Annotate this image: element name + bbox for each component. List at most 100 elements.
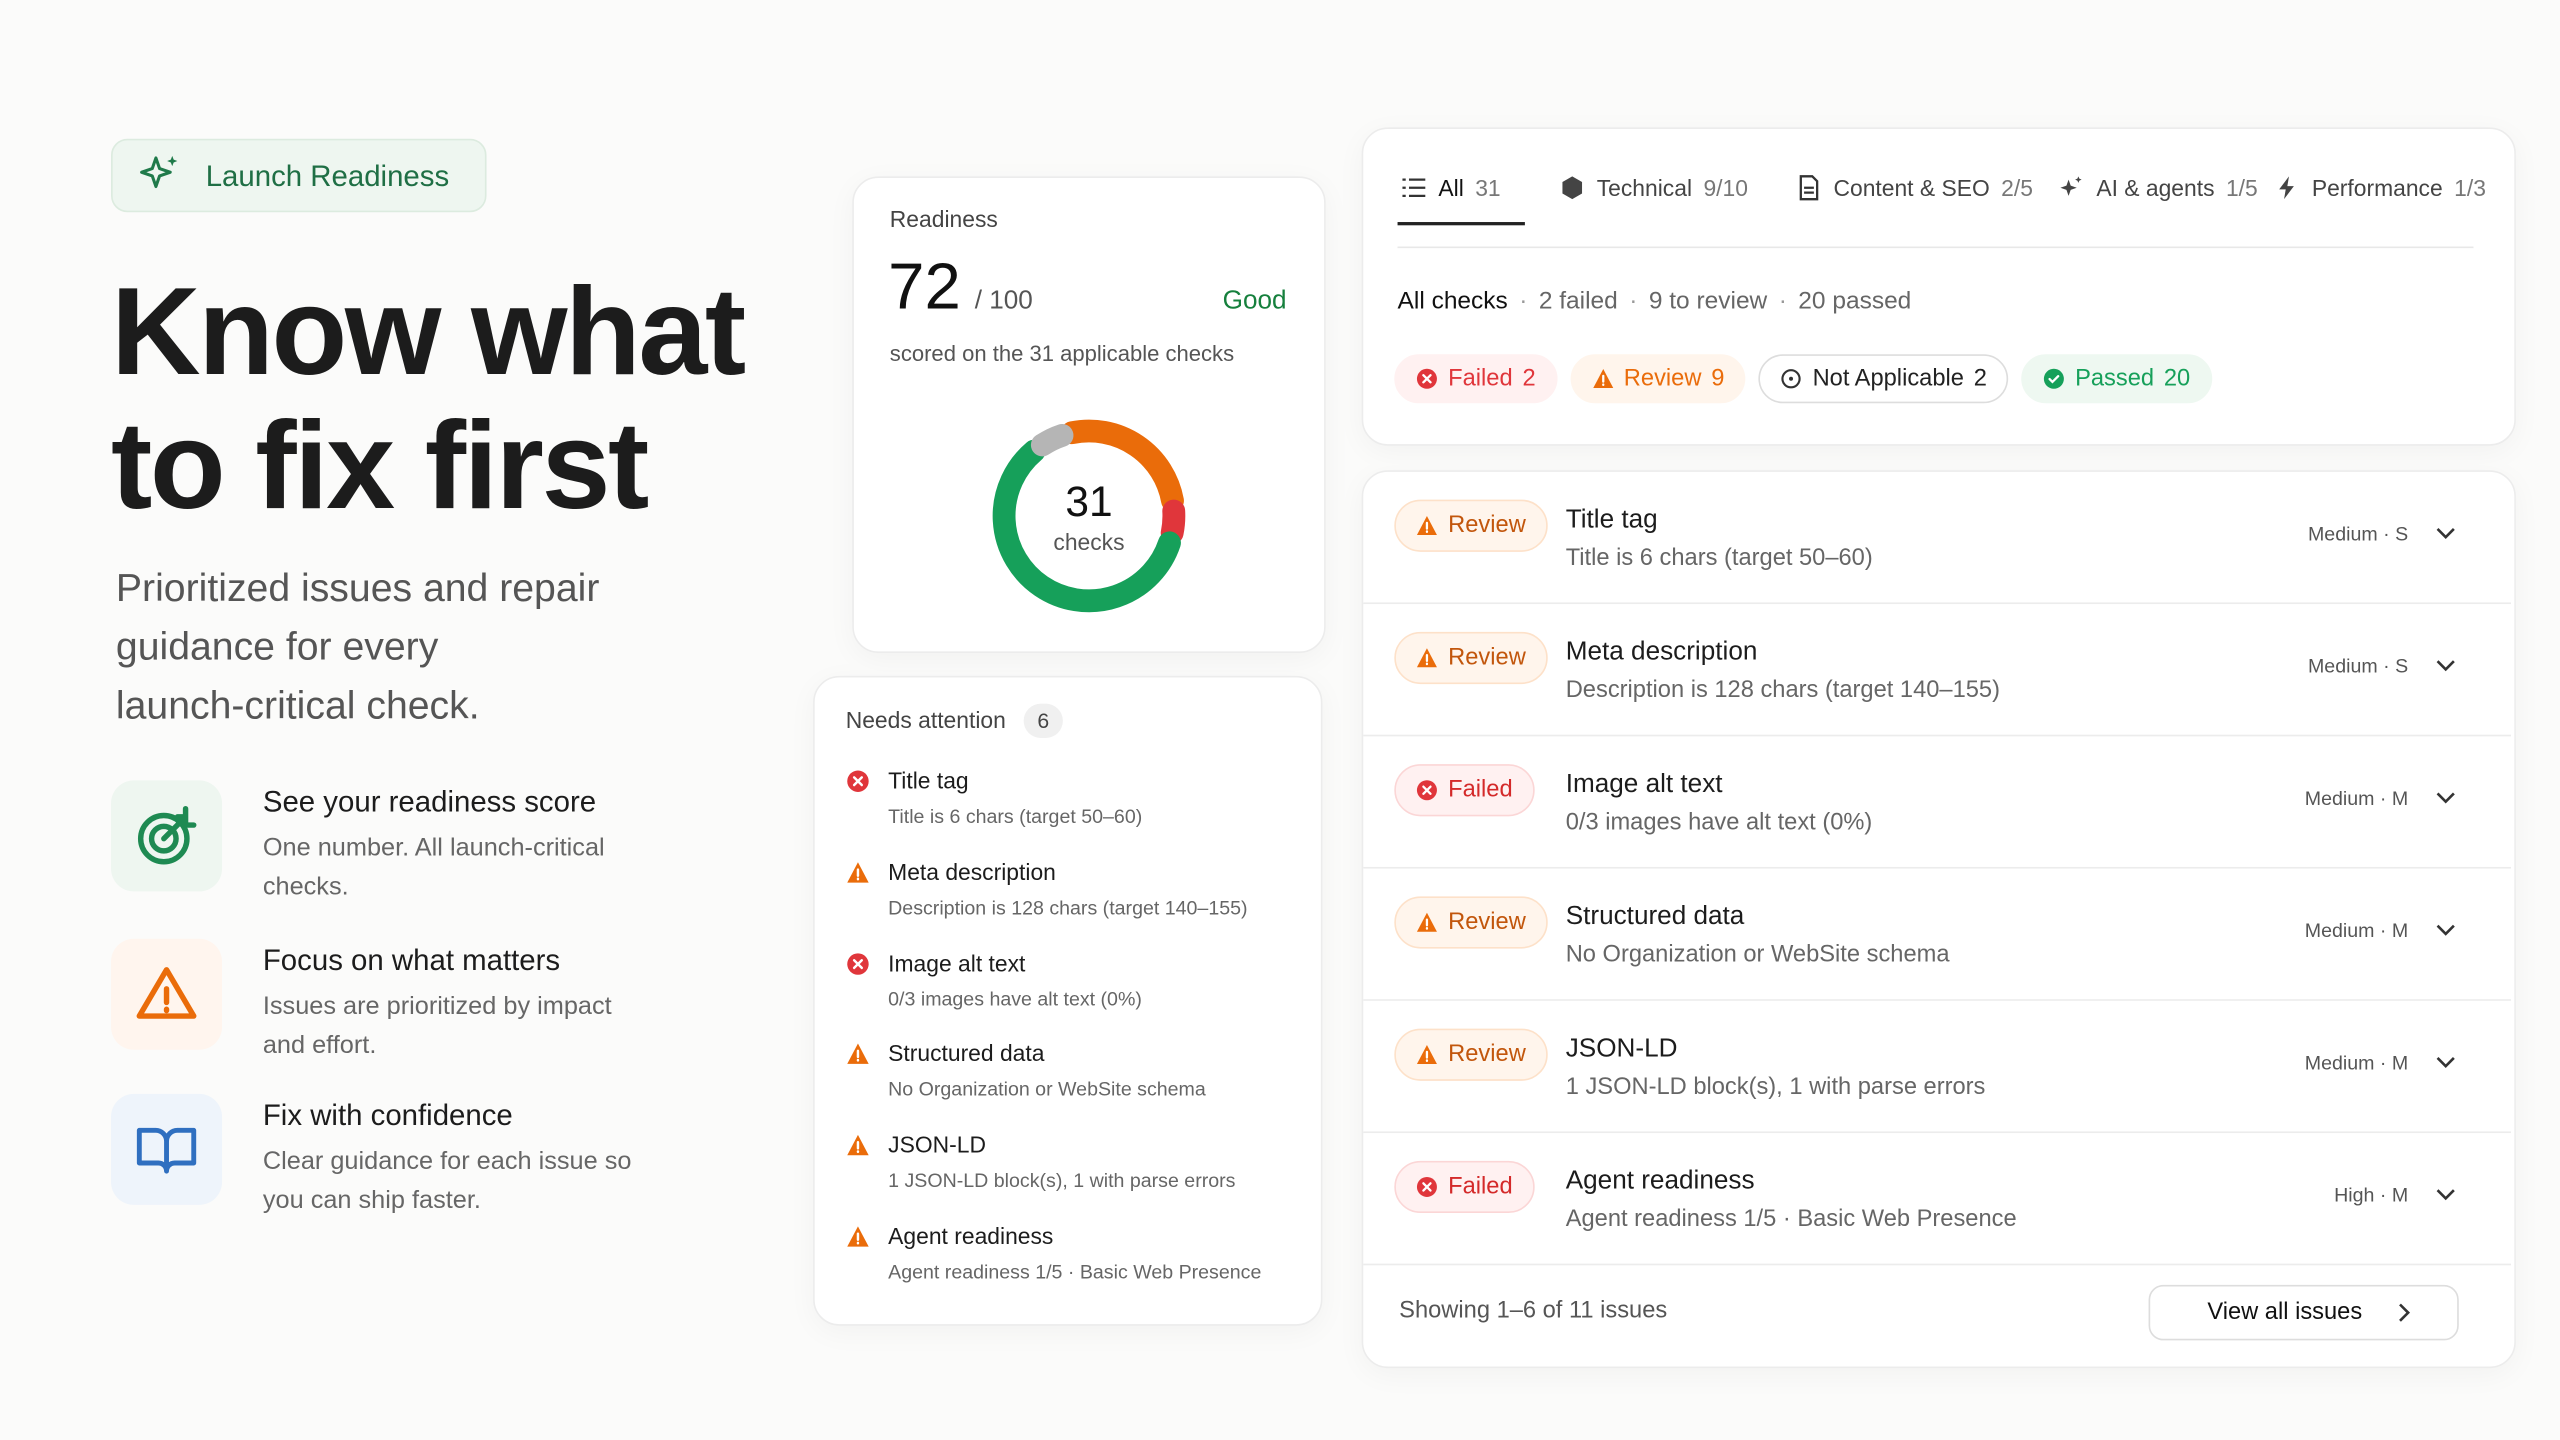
failed-icon bbox=[1416, 368, 1437, 389]
view-all-button[interactable]: View all issues bbox=[2148, 1284, 2459, 1341]
issue-meta: Medium · M bbox=[2304, 919, 2409, 943]
expand-chevron[interactable] bbox=[2434, 653, 2457, 676]
attention-item-detail: No Organization or WebSite schema bbox=[888, 1078, 1206, 1102]
score-caption: scored on the 31 applicable checks bbox=[889, 341, 1235, 366]
tab-underline bbox=[1397, 222, 1525, 226]
attention-item-detail: 1 JSON-LD block(s), 1 with parse errors bbox=[888, 1169, 1236, 1193]
status-chip: Review bbox=[1394, 896, 1548, 949]
subtitle: Prioritized issues and repair bbox=[115, 566, 600, 611]
tab-count: 9/10 bbox=[1703, 174, 1748, 201]
feature-title: Fix with confidence bbox=[262, 1098, 513, 1132]
score-max: / 100 bbox=[974, 287, 1033, 316]
failed-icon bbox=[847, 952, 869, 975]
filter-chip[interactable]: Not Applicable 2 bbox=[1758, 354, 2009, 404]
status-chip: Review bbox=[1394, 1028, 1548, 1081]
issue-title: Meta description bbox=[1565, 638, 1758, 667]
filter-count: 20 bbox=[2163, 365, 2191, 392]
tab[interactable]: Performance 1/3 bbox=[2274, 175, 2486, 201]
icon-x bbox=[852, 776, 864, 787]
expand-chevron[interactable] bbox=[2434, 918, 2457, 941]
issue-meta: High · M bbox=[2334, 1183, 2409, 1207]
status-text: Review bbox=[1448, 512, 1526, 539]
tab[interactable]: Content & SEO 2/5 bbox=[1796, 175, 2033, 201]
tab-label: AI & agents bbox=[2096, 174, 2215, 201]
tab-glyph bbox=[1562, 176, 1583, 200]
tab[interactable]: All 31 bbox=[1401, 175, 1501, 201]
review-icon bbox=[1416, 648, 1437, 668]
filter-label: Not Applicable bbox=[1812, 365, 1964, 392]
issue-meta: Medium · S bbox=[2307, 654, 2409, 678]
issue-meta: Medium · S bbox=[2307, 522, 2409, 546]
chevron bbox=[2436, 528, 2455, 539]
warning-icon bbox=[111, 938, 223, 1050]
issue-detail: 0/3 images have alt text (0%) bbox=[1565, 809, 1873, 836]
icon-x bbox=[852, 958, 864, 969]
issue-detail: 1 JSON-LD block(s), 1 with parse errors bbox=[1565, 1074, 1986, 1101]
row-divider bbox=[1363, 1131, 2512, 1134]
filter-chip[interactable]: Passed 20 bbox=[2021, 354, 2212, 404]
tab-glyph bbox=[1402, 178, 1426, 198]
score-rating: Good bbox=[1222, 287, 1287, 316]
tab-icon bbox=[2060, 176, 2082, 196]
issue-detail: No Organization or WebSite schema bbox=[1565, 942, 1950, 969]
row-divider bbox=[1363, 866, 2512, 869]
status-chip: Failed bbox=[1394, 1160, 1534, 1214]
attention-card bbox=[813, 675, 1323, 1326]
summary-part: 9 to review bbox=[1648, 287, 1768, 316]
summary-separator: · bbox=[1778, 287, 1787, 316]
feature-text: Clear guidance for each issue so you can… bbox=[262, 1147, 632, 1215]
expand-chevron[interactable] bbox=[2434, 1050, 2457, 1073]
row-divider bbox=[1363, 1263, 2512, 1266]
tab[interactable]: AI & agents 1/5 bbox=[2059, 175, 2258, 201]
row-divider bbox=[1363, 999, 2512, 1001]
chevron bbox=[2436, 1057, 2455, 1068]
tab[interactable]: Technical 9/10 bbox=[1559, 175, 1748, 201]
icon-bg bbox=[2043, 368, 2064, 389]
review-icon bbox=[1592, 369, 1613, 389]
expand-chevron[interactable] bbox=[2434, 521, 2457, 544]
icon-dot bbox=[1789, 376, 1794, 381]
attention-count: 6 bbox=[1023, 703, 1063, 738]
tab-count: 1/5 bbox=[2225, 174, 2258, 201]
chevron bbox=[2436, 1189, 2455, 1201]
issue-title: JSON-LD bbox=[1565, 1035, 1678, 1063]
score-card bbox=[852, 176, 1326, 654]
expand-chevron[interactable] bbox=[2434, 1182, 2457, 1205]
review-icon bbox=[847, 1044, 869, 1065]
subtitle: guidance for every bbox=[115, 625, 439, 670]
filter-chip[interactable]: Review 9 bbox=[1569, 354, 1746, 404]
chevron bbox=[2436, 792, 2455, 804]
filter-count: 2 bbox=[1973, 365, 1987, 392]
attention-item-detail: 0/3 images have alt text (0%) bbox=[888, 987, 1142, 1010]
readiness-ring bbox=[992, 419, 1186, 613]
filter-label: Passed bbox=[2075, 365, 2155, 392]
icon-x bbox=[1422, 374, 1432, 384]
icon-ring bbox=[1781, 369, 1801, 389]
feature-title: See your readiness score bbox=[262, 785, 597, 818]
failed-icon bbox=[1416, 780, 1437, 801]
attention-item-title: Meta description bbox=[888, 858, 1056, 885]
icon-x bbox=[1422, 785, 1432, 795]
tab-label: Performance bbox=[2311, 174, 2443, 201]
expand-chevron[interactable] bbox=[2434, 785, 2457, 808]
headline: to fix first bbox=[111, 396, 649, 536]
icon-check bbox=[2048, 375, 2060, 384]
score-label: Readiness bbox=[889, 205, 998, 232]
issue-detail: Description is 128 chars (target 140–155… bbox=[1565, 677, 2000, 704]
issue-title: Structured data bbox=[1565, 902, 1745, 931]
summary-part: 20 passed bbox=[1798, 287, 1912, 316]
icon-x bbox=[1422, 1182, 1432, 1192]
issue-meta: Medium · M bbox=[2304, 786, 2409, 810]
review-icon bbox=[1416, 1044, 1437, 1064]
filter-chip[interactable]: Failed 2 bbox=[1394, 354, 1557, 404]
tab-icon bbox=[1402, 178, 1426, 198]
summary-part: 2 failed bbox=[1538, 287, 1618, 316]
tab-glyph bbox=[2060, 176, 2082, 196]
headline: Know what bbox=[111, 262, 746, 402]
tab-count: 2/5 bbox=[2001, 174, 2033, 201]
feature-title: Focus on what matters bbox=[262, 943, 561, 977]
tab-icon bbox=[1562, 176, 1583, 200]
attention-item-title: Title tag bbox=[888, 767, 969, 794]
chevron bbox=[2436, 924, 2455, 936]
status-text: Review bbox=[1448, 1041, 1526, 1068]
